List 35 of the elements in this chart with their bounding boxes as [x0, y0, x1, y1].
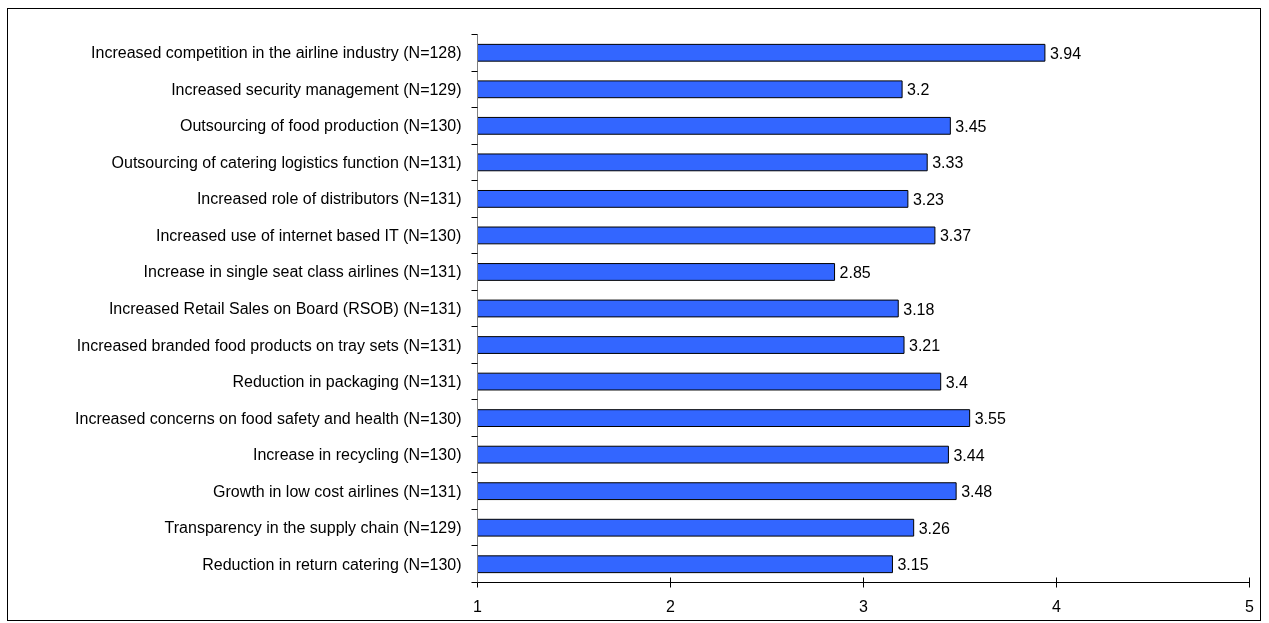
y-tick-label: Increase in single seat class airlines (N=131) — [143, 263, 462, 281]
y-tick-label: Increased Retail Sales on Board (RSOB) (N=131) — [108, 300, 462, 317]
data-label: 3.44 — [953, 446, 985, 464]
y-tick-label: Increased concerns on food safety and health (N=130) — [75, 409, 462, 427]
data-label: 3.26 — [918, 519, 950, 537]
data-label: 3.2 — [907, 81, 930, 99]
y-tick-label: Increased use of internet based IT (N=130) — [155, 226, 462, 244]
data-label: 2.85 — [839, 263, 871, 281]
data-label: 3.23 — [912, 190, 945, 208]
data-label: 3.4 — [945, 373, 969, 391]
x-tick-label: 2 — [666, 597, 676, 615]
data-label: 3.21 — [909, 337, 941, 355]
y-tick-label: Increase in recycling (N=130) — [252, 446, 462, 464]
y-tick-label: Increased competition in the airline industry (N=128) — [91, 44, 462, 62]
y-tick-label: Increased branded food products on tray sets (N=131) — [76, 336, 462, 354]
data-label: 3.94 — [1049, 44, 1082, 62]
x-tick-label: 3 — [859, 597, 869, 615]
data-label: 3.33 — [932, 154, 964, 172]
data-label: 3.15 — [897, 556, 929, 574]
x-tick-label: 4 — [1052, 597, 1062, 615]
y-tick-label: Increased role of distributors (N=131) — [196, 190, 462, 208]
data-label: 3.37 — [939, 227, 972, 245]
y-tick-label: Increased security management (N=129) — [171, 80, 462, 98]
data-label: 3.18 — [903, 300, 935, 318]
y-tick-label: Reduction in return catering (N=130) — [202, 555, 462, 573]
y-tick-label: Outsourcing of catering logistics function (N=131) — [111, 153, 462, 171]
y-tick-label: Growth in low cost airlines (N=131) — [212, 482, 462, 500]
y-tick-label: Reduction in packaging (N=131) — [232, 373, 462, 391]
data-label: 3.48 — [961, 483, 993, 501]
y-tick-label: Outsourcing of food production (N=130) — [180, 117, 462, 135]
y-tick-label: Transparency in the supply chain (N=129) — [164, 519, 462, 537]
x-tick-label: 1 — [473, 597, 483, 615]
data-label: 3.55 — [974, 410, 1006, 428]
x-tick-label: 5 — [1245, 597, 1255, 615]
data-label: 3.45 — [955, 117, 987, 135]
